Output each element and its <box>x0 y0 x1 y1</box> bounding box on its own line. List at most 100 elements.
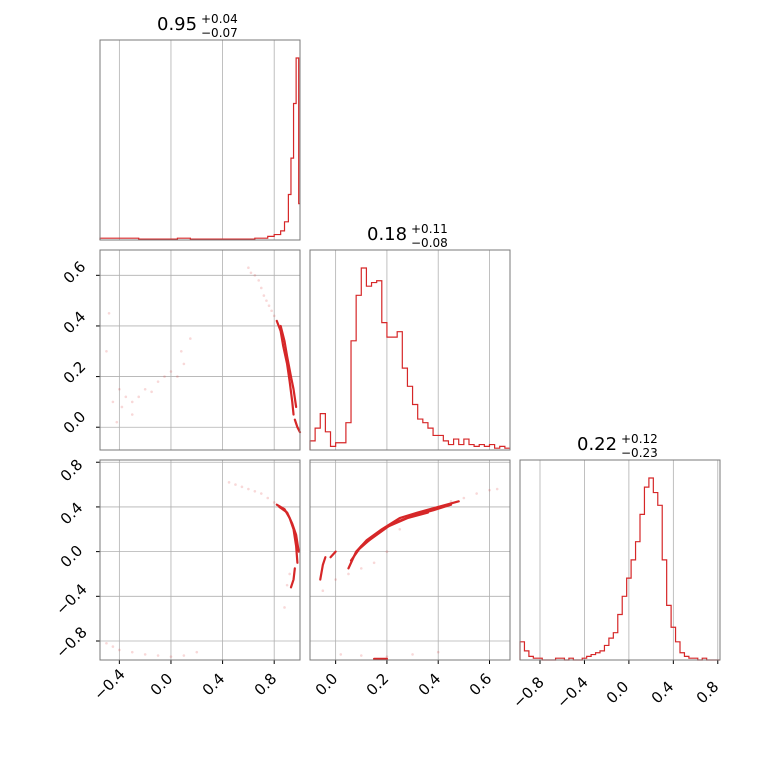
scatter-point <box>247 487 250 491</box>
density-contour <box>279 324 298 409</box>
hist-1-frame <box>309 249 511 451</box>
scatter-point <box>334 578 337 581</box>
scatter-point <box>436 650 440 654</box>
title-2-plus: +0.12 <box>621 432 658 446</box>
scatter-point <box>265 299 268 302</box>
scatter-point <box>179 349 183 353</box>
panel-hist-0: 0.95 +0.04 −0.07 <box>99 12 301 241</box>
scatter-point <box>195 650 199 654</box>
scatter-2-1-frame <box>309 459 511 661</box>
scatter-point <box>150 390 153 394</box>
scatter-point <box>267 304 271 307</box>
density-contour <box>329 550 337 559</box>
scatter-point <box>495 487 499 491</box>
scatter-point <box>105 641 108 645</box>
hist-1-marks <box>309 267 510 450</box>
scatter-point <box>111 645 115 648</box>
scatter-point <box>156 380 160 383</box>
scatter-point <box>398 527 402 531</box>
scatter-point <box>339 653 343 656</box>
scatter-point <box>249 271 253 275</box>
scatter-point <box>169 655 173 658</box>
scatter-point <box>253 274 257 277</box>
scatter-point <box>321 589 325 593</box>
scatter-1-0-frame <box>99 249 301 451</box>
scatter-point <box>143 653 147 656</box>
scatter-point <box>253 489 257 493</box>
scatter-point <box>189 337 192 340</box>
scatter-point <box>475 492 478 495</box>
scatter-point <box>462 496 466 500</box>
title-1-minus: −0.08 <box>411 236 448 250</box>
grid-o10 <box>100 250 300 450</box>
scatter-2-0-frame <box>99 459 301 661</box>
scatter-point <box>488 488 491 492</box>
scatter-point <box>262 294 266 297</box>
scatter-point <box>385 655 389 658</box>
panel-scatter-2-0 <box>96 459 301 664</box>
density-contour <box>278 505 300 553</box>
scatter-point <box>359 567 363 570</box>
scatter-point <box>240 485 244 489</box>
panel-scatter-2-1 <box>309 459 511 664</box>
title-1-value: 0.18 <box>367 224 407 245</box>
scatter-point <box>411 653 414 656</box>
scatter-point <box>283 606 286 609</box>
scatter-point <box>130 400 134 404</box>
scatter-point <box>107 311 111 315</box>
scatter-point <box>385 550 389 553</box>
density-contour <box>319 556 327 581</box>
scatter-point <box>130 650 134 654</box>
hist-0-marks <box>99 57 300 240</box>
scatter-point <box>163 375 166 378</box>
scatter-point <box>118 648 121 652</box>
density-contour <box>357 511 430 551</box>
scatter-2-0-marks <box>96 461 300 664</box>
scatter-point <box>227 481 231 484</box>
scatter-point <box>169 370 173 373</box>
histogram-step-line <box>309 267 510 450</box>
scatter-point <box>130 413 134 416</box>
scatter-point <box>247 266 250 270</box>
scatter-point <box>137 395 141 399</box>
panel-hist-1: 0.18 +0.11 −0.08 <box>309 222 511 451</box>
scatter-point <box>259 492 263 495</box>
hist-0-frame <box>99 39 301 241</box>
scatter-point <box>359 654 363 657</box>
scatter-point <box>156 654 160 657</box>
density-contour <box>275 319 295 416</box>
histogram-step-line <box>99 57 300 240</box>
density-contour <box>293 418 302 434</box>
scatter-point <box>372 561 376 565</box>
scatter-point <box>272 501 276 504</box>
grid-o21 <box>310 460 510 660</box>
scatter-point <box>143 387 147 391</box>
scatter-point <box>118 387 121 391</box>
hist-2-marks <box>519 477 720 664</box>
panel-hist-2: 0.22 +0.12 −0.23 <box>519 432 721 664</box>
scatter-point <box>449 500 453 503</box>
title-1-plus: +0.11 <box>411 222 448 236</box>
scatter-point <box>182 362 186 366</box>
scatter-point <box>272 314 276 318</box>
scatter-point <box>347 572 350 576</box>
scatter-point <box>105 349 108 353</box>
scatter-point <box>259 286 263 290</box>
scatter-point <box>257 279 261 282</box>
scatter-point <box>234 483 237 486</box>
title-0-plus: +0.04 <box>201 12 238 26</box>
scatter-point <box>111 400 115 404</box>
grid-o20 <box>100 460 300 660</box>
scatter-point <box>176 375 179 378</box>
scatter-point <box>266 496 270 500</box>
density-contour <box>289 567 296 589</box>
scatter-2-1-marks <box>319 487 499 664</box>
hist-2-frame <box>519 459 721 661</box>
grid-d0 <box>118 40 275 240</box>
scatter-point <box>182 654 186 657</box>
scatter-point <box>288 572 291 576</box>
title-0-minus: −0.07 <box>201 26 238 40</box>
title-2-value: 0.22 <box>577 434 617 455</box>
